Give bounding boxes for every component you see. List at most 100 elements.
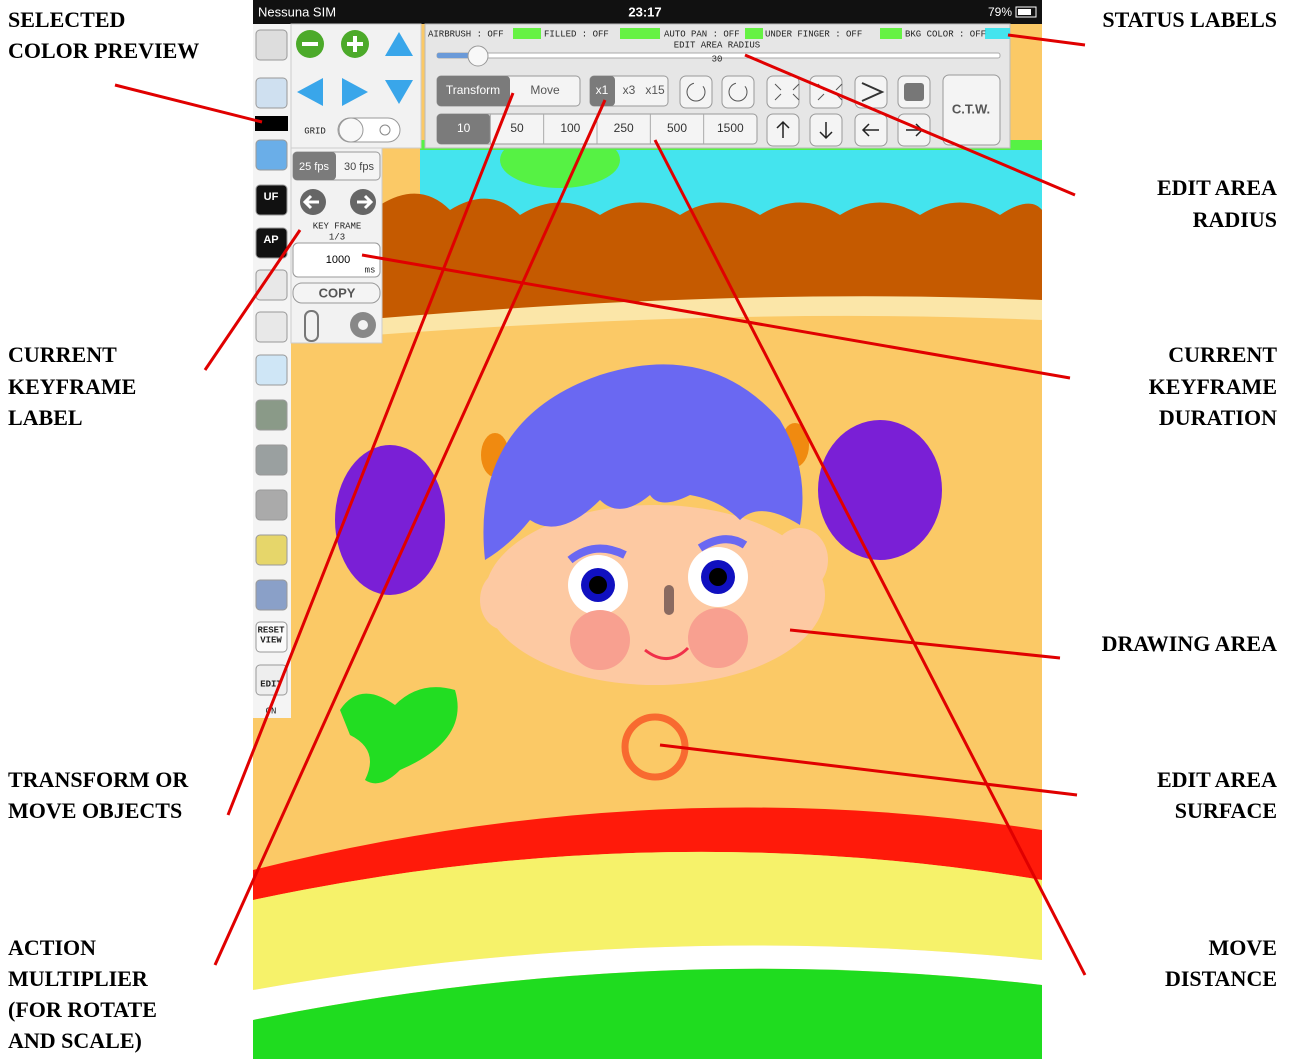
duration-field[interactable] (292, 242, 381, 278)
tool-icon[interactable] (255, 311, 288, 343)
arrow-icon (819, 122, 833, 140)
keyframe-title: KEY FRAME (313, 221, 362, 231)
annotation: MULTIPLIER (8, 966, 149, 991)
annotation: CURRENT (8, 342, 117, 367)
duration-unit: ms (365, 265, 376, 275)
tool-icon[interactable] (255, 227, 288, 259)
tool-icon[interactable] (255, 354, 288, 386)
annotation: AND SCALE) (8, 1028, 142, 1053)
annotation: MOVE OBJECTS (8, 798, 182, 823)
annotation: STATUS LABELS (1102, 7, 1277, 32)
annotation: DRAWING AREA (1102, 631, 1278, 656)
distance-label[interactable]: 500 (667, 121, 687, 135)
copy-label: COPY (319, 285, 356, 300)
selected-color-preview[interactable] (255, 116, 288, 131)
radius-value: 30 (712, 54, 723, 64)
distance-label[interactable]: 100 (560, 121, 580, 135)
annotation: DISTANCE (1165, 966, 1277, 991)
edit-label: EDIT (260, 679, 282, 689)
icon-button[interactable] (679, 75, 713, 109)
tool-icon[interactable] (255, 139, 288, 171)
annotation: CURRENT (1168, 342, 1277, 367)
clip-button[interactable] (304, 310, 319, 342)
tool-icon[interactable] (255, 77, 288, 109)
carrier: Nessuna SIM (258, 4, 336, 19)
radius-slider[interactable] (467, 45, 489, 67)
status-label: AIRBRUSH : OFF (428, 29, 504, 39)
annotation: RADIUS (1193, 207, 1277, 232)
annotation: KEYFRAME (1149, 374, 1277, 399)
status-label: AUTO PAN : OFF (664, 29, 740, 39)
distance-label[interactable]: 1500 (717, 121, 744, 135)
duration-value: 1000 (326, 254, 350, 266)
reset-label: RESET (257, 625, 285, 635)
status-label: BKG COLOR : OFF (905, 29, 986, 39)
distance-label[interactable]: 50 (510, 121, 524, 135)
tool-icon[interactable] (255, 534, 288, 566)
annotation: SURFACE (1175, 798, 1277, 823)
battery: 79% (988, 5, 1012, 19)
radius-label: EDIT AREA RADIUS (674, 40, 760, 50)
down-button[interactable] (385, 80, 413, 104)
annotation: ACTION (8, 935, 96, 960)
right-button[interactable] (342, 78, 368, 106)
tool-icon[interactable] (255, 29, 288, 61)
left-button[interactable] (297, 78, 323, 106)
uf-button[interactable]: UF (264, 191, 279, 203)
move-label[interactable]: Move (530, 83, 560, 97)
transform-button[interactable] (437, 76, 510, 106)
annotation: MOVE (1209, 935, 1277, 960)
multiplier-label[interactable]: x1 (596, 83, 609, 97)
ctw-button[interactable] (942, 74, 1001, 146)
grid-label: GRID (304, 126, 326, 136)
arrow-icon (861, 123, 879, 137)
view-label: VIEW (260, 635, 282, 645)
fps-label: 25 fps (299, 161, 329, 173)
annotation: TRANSFORM OR (8, 767, 189, 792)
icon-button[interactable] (766, 75, 800, 109)
copy-button[interactable] (292, 282, 381, 304)
rotate-cw-icon (728, 82, 748, 102)
angle-icon (861, 82, 885, 102)
distance-selected (437, 114, 491, 144)
clock: 23:17 (628, 4, 661, 19)
distance-label[interactable]: 250 (614, 121, 634, 135)
arrow-icon (776, 120, 790, 138)
fps-25[interactable] (293, 152, 336, 180)
multiplier-label[interactable]: x15 (645, 83, 665, 97)
edit-state: ON (266, 706, 277, 716)
up-button[interactable] (385, 32, 413, 56)
tool-icon[interactable] (255, 621, 288, 653)
drawing-area[interactable] (253, 0, 1042, 1059)
annotation: (FOR ROTATE (8, 997, 157, 1022)
transform-label: Transform (446, 83, 500, 97)
annotation: LABEL (8, 405, 83, 430)
annotation: EDIT AREA (1157, 175, 1277, 200)
annotation-lines (114, 33, 1087, 976)
fps-label[interactable]: 30 fps (344, 161, 374, 173)
tool-icon[interactable] (255, 579, 288, 611)
status-label: UNDER FINGER : OFF (765, 29, 862, 39)
multiplier-label[interactable]: x3 (623, 83, 636, 97)
annotation: SELECTED (8, 7, 125, 32)
tool-icon[interactable] (255, 399, 288, 431)
annotation: COLOR PREVIEW (8, 38, 199, 63)
tool-icon[interactable] (255, 184, 288, 216)
icon-button[interactable] (721, 75, 755, 109)
distance-label[interactable]: 10 (457, 121, 471, 135)
status-bar (253, 0, 1042, 24)
tool-icon[interactable] (255, 489, 288, 521)
annotation: KEYFRAME (8, 374, 136, 399)
box-icon (904, 83, 924, 101)
rotate-ccw-icon (686, 82, 706, 102)
annotation: DURATION (1159, 405, 1277, 430)
keyframe-label: 1/3 (329, 232, 345, 242)
status-label: FILLED : OFF (544, 29, 609, 39)
tool-icon[interactable] (255, 444, 288, 476)
ap-button[interactable]: AP (263, 234, 278, 246)
shrink-icon (774, 83, 800, 101)
icon-button[interactable] (809, 75, 843, 109)
annotation: EDIT AREA (1157, 767, 1277, 792)
ctw-label: C.T.W. (952, 101, 990, 116)
